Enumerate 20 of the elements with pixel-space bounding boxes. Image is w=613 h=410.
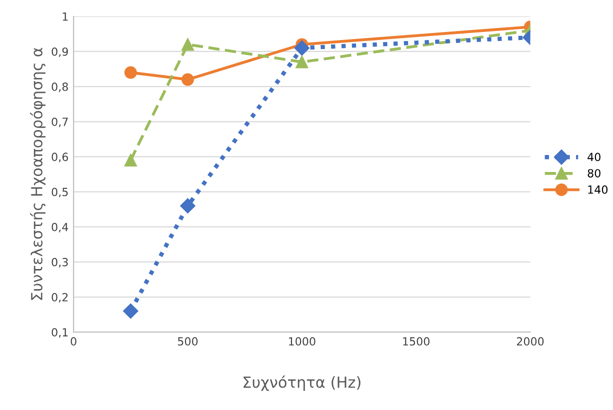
y-tick-label: 0,9 <box>52 47 68 57</box>
y-tick-label: 1 <box>62 12 68 21</box>
y-tick-label: 0,8 <box>52 82 68 92</box>
x-tick-label: 0 <box>70 337 76 346</box>
legend-label: 80 <box>588 169 600 178</box>
y-tick-label: 0,6 <box>52 152 68 162</box>
x-tick-label: 1000 <box>288 337 316 346</box>
x-tick-label: 2000 <box>516 337 544 346</box>
y-tick-label: 0,5 <box>52 188 68 198</box>
y-tick-label: 0,7 <box>52 118 68 128</box>
y-tick-label: 0,2 <box>52 292 68 303</box>
x-axis-title: Συχνότητα (Hz) <box>244 375 360 391</box>
y-tick-label: 0,3 <box>52 258 68 268</box>
y-axis-title: Συντελεστής Ηχοαπορρόφησης α <box>30 48 46 300</box>
legend-label: 40 <box>588 152 600 162</box>
y-tick-label: 0,1 <box>52 328 68 338</box>
legend-label: 140 <box>588 185 608 194</box>
y-tick-label: 0,4 <box>52 222 68 232</box>
x-tick-label: 500 <box>178 337 198 346</box>
x-tick-label: 1500 <box>403 337 430 346</box>
